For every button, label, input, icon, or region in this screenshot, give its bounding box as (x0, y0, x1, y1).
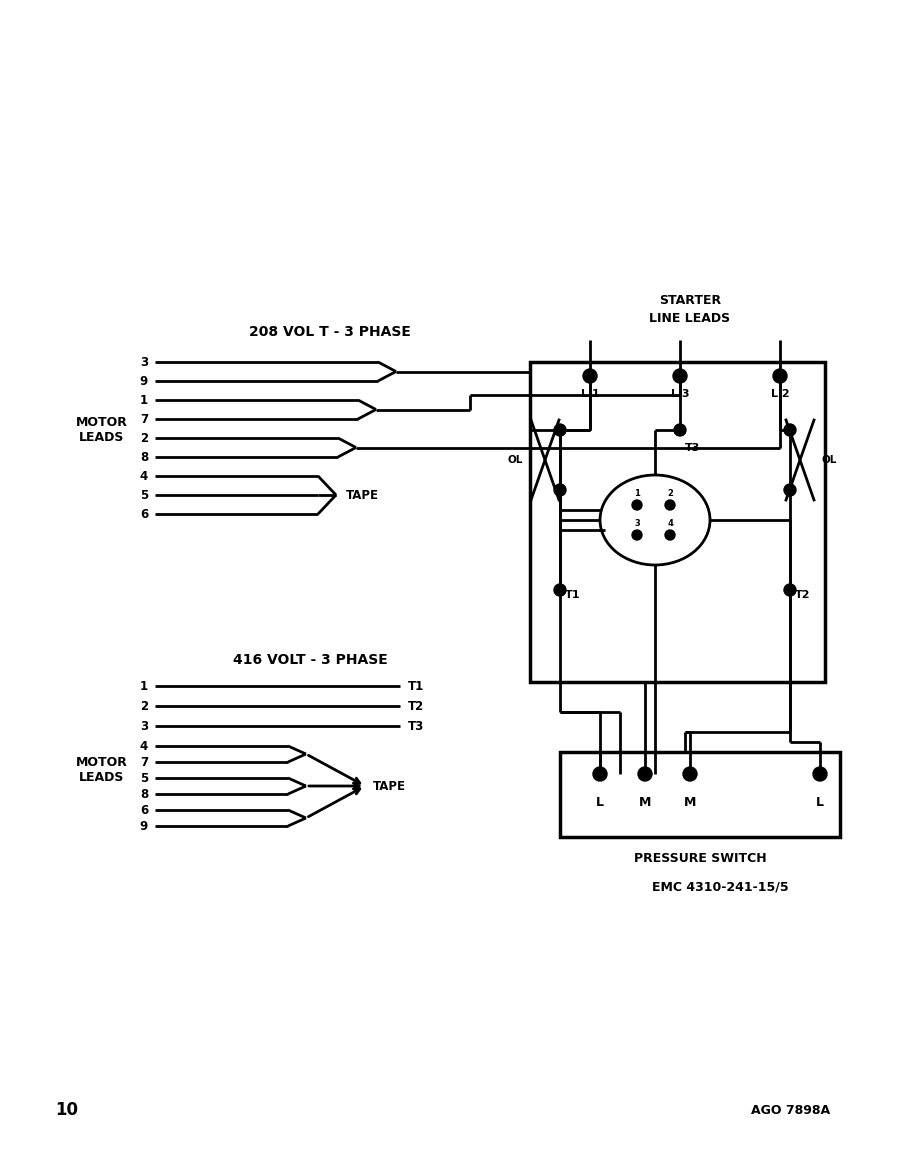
Circle shape (638, 768, 652, 782)
Text: 1: 1 (140, 393, 148, 407)
Circle shape (673, 369, 687, 383)
Text: T2: T2 (795, 590, 811, 600)
Text: MOTOR
LEADS: MOTOR LEADS (76, 756, 128, 784)
Text: T1: T1 (565, 590, 581, 600)
Text: T1: T1 (408, 679, 424, 692)
Text: M: M (684, 795, 696, 808)
Text: L: L (596, 795, 604, 808)
Circle shape (583, 369, 597, 383)
Text: 9: 9 (139, 820, 148, 833)
Text: 2: 2 (140, 699, 148, 713)
Bar (560, 752, 840, 837)
Text: 7: 7 (140, 756, 148, 769)
Text: 8: 8 (139, 787, 148, 800)
Text: EMC 4310-241-15/5: EMC 4310-241-15/5 (652, 880, 788, 893)
Circle shape (593, 768, 607, 782)
Circle shape (683, 768, 697, 782)
Text: 1: 1 (140, 679, 148, 692)
Circle shape (632, 500, 642, 511)
Text: 416 VOLT - 3 PHASE: 416 VOLT - 3 PHASE (233, 652, 387, 668)
Circle shape (784, 424, 796, 436)
Text: T3: T3 (408, 720, 424, 733)
Circle shape (674, 424, 686, 436)
Text: PRESSURE SWITCH: PRESSURE SWITCH (634, 852, 766, 865)
Text: L: L (816, 795, 824, 808)
Circle shape (665, 500, 675, 511)
Text: T3: T3 (685, 443, 700, 454)
Text: 4: 4 (139, 740, 148, 752)
Text: L 3: L 3 (671, 388, 690, 399)
Text: TAPE: TAPE (346, 488, 379, 501)
Text: 1: 1 (634, 488, 640, 498)
Text: 8: 8 (139, 450, 148, 464)
Circle shape (632, 530, 642, 540)
Text: M: M (639, 795, 651, 808)
Text: AGO 7898A: AGO 7898A (751, 1104, 830, 1116)
Text: 4: 4 (139, 470, 148, 483)
Text: T2: T2 (408, 699, 424, 713)
Text: 5: 5 (139, 771, 148, 785)
Text: STARTER: STARTER (659, 293, 721, 307)
Text: 3: 3 (634, 519, 640, 528)
Text: L 2: L 2 (770, 388, 789, 399)
Text: LINE LEADS: LINE LEADS (649, 312, 731, 324)
Text: 3: 3 (140, 356, 148, 369)
Circle shape (554, 424, 566, 436)
Circle shape (784, 484, 796, 495)
Circle shape (773, 369, 787, 383)
Text: 3: 3 (140, 720, 148, 733)
Text: OL: OL (822, 455, 837, 465)
Text: MOTOR
LEADS: MOTOR LEADS (76, 416, 128, 444)
Text: OL: OL (508, 455, 523, 465)
Text: 208 VOL T - 3 PHASE: 208 VOL T - 3 PHASE (249, 324, 411, 338)
Text: 6: 6 (139, 507, 148, 521)
Text: TAPE: TAPE (373, 779, 406, 792)
Text: 6: 6 (139, 804, 148, 816)
Text: 5: 5 (139, 488, 148, 501)
Bar (530, 362, 825, 682)
Text: 2: 2 (140, 431, 148, 444)
Circle shape (554, 484, 566, 495)
Text: L 1: L 1 (581, 388, 600, 399)
Text: 4: 4 (667, 519, 673, 528)
Text: 10: 10 (55, 1101, 78, 1119)
Text: 9: 9 (139, 374, 148, 387)
Circle shape (813, 768, 827, 782)
Circle shape (554, 584, 566, 595)
Circle shape (784, 584, 796, 595)
Text: 7: 7 (140, 413, 148, 426)
Text: 2: 2 (667, 488, 673, 498)
Circle shape (665, 530, 675, 540)
